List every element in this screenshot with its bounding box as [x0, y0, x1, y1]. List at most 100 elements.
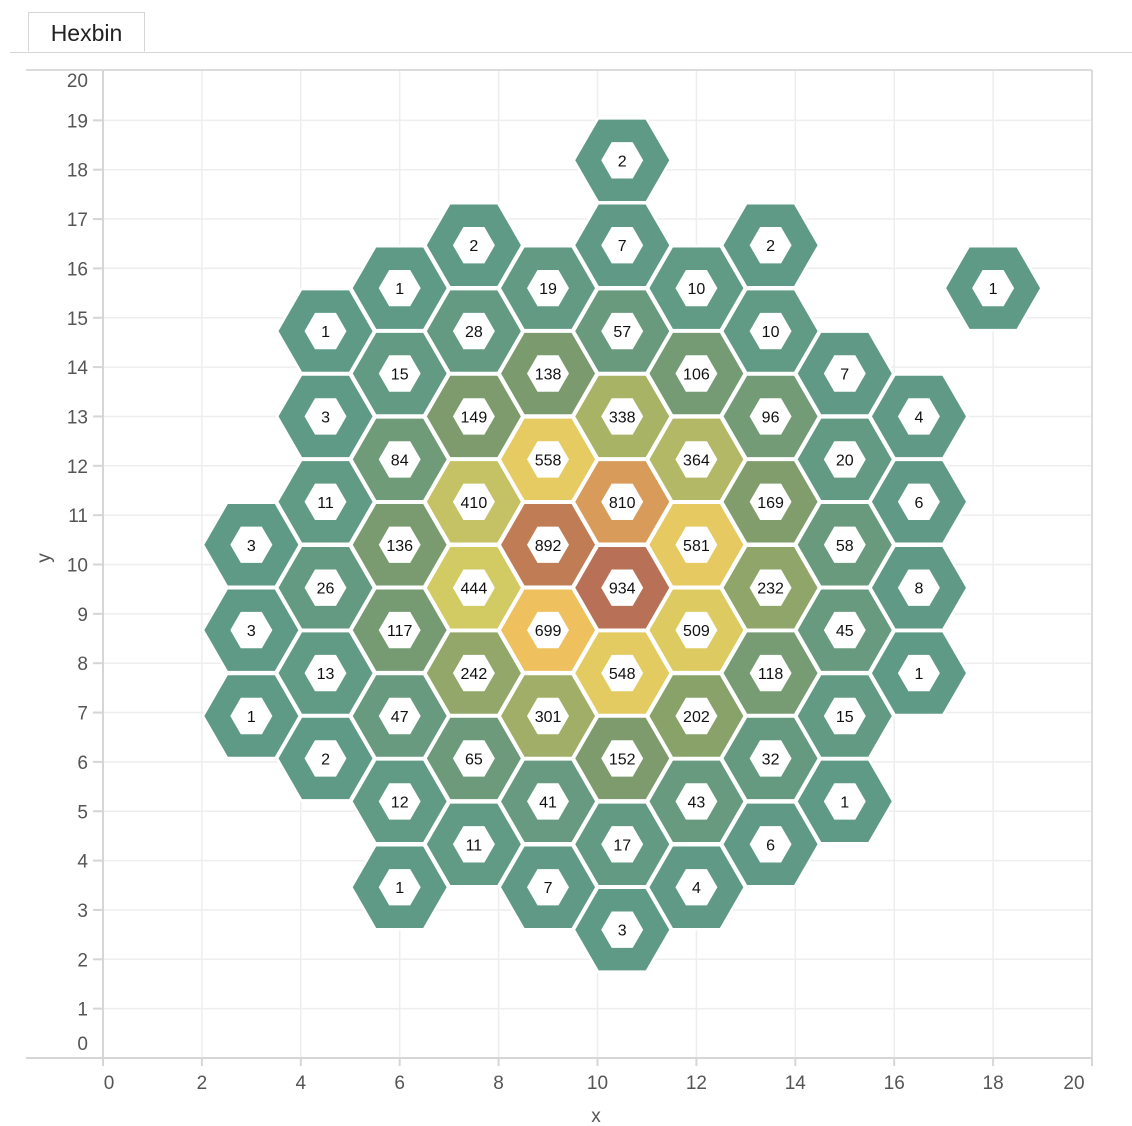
hexbin-count-label: 7	[840, 367, 849, 384]
y-tick-label: 16	[67, 259, 88, 280]
hexbin-inner	[452, 483, 495, 520]
hexbin-inner	[972, 270, 1015, 307]
y-tick-label: 10	[67, 556, 88, 577]
x-tick-label: 4	[296, 1073, 307, 1094]
hexbin: 32	[720, 715, 821, 802]
hexbin: 232	[720, 544, 821, 631]
hexbin: 2	[275, 715, 376, 802]
hexbin-inner	[749, 483, 792, 520]
hexbin-inner	[823, 783, 866, 820]
hexbin-inner	[452, 398, 495, 435]
hexbin-inner	[601, 826, 644, 863]
hexbin-count-label: 3	[247, 623, 256, 640]
hexbin-inner	[304, 483, 347, 520]
hexbin-count-label: 58	[836, 538, 854, 555]
hexbin: 1	[201, 672, 302, 760]
hexbin-count-label: 444	[461, 581, 488, 598]
hexbin: 3	[275, 373, 376, 460]
hexbin-count-label: 7	[618, 238, 627, 255]
x-tick-label: 16	[884, 1073, 905, 1094]
hexbin-inner	[527, 611, 569, 649]
hexbin: 28	[423, 287, 524, 375]
y-tick-label: 9	[77, 605, 88, 626]
y-tick-label: 3	[77, 901, 88, 922]
hexbin-count-label: 15	[836, 709, 854, 726]
hexbin-count-label: 4	[692, 880, 701, 897]
hexbin: 581	[646, 501, 747, 588]
hexbin-inner	[452, 312, 495, 350]
x-axis-label: x	[591, 1106, 601, 1126]
y-tick-label: 7	[77, 704, 88, 725]
hexbin: 3	[201, 501, 302, 588]
hexbin-inner	[823, 697, 866, 735]
hexbin-inner	[601, 740, 644, 777]
hexbin-count-label: 12	[391, 794, 409, 811]
hexbin-inner	[675, 526, 718, 563]
hexbin-count-label: 3	[618, 923, 627, 940]
hexbin-count-label: 57	[613, 324, 631, 341]
hexbin-count-label: 43	[688, 794, 706, 811]
hexbin-inner	[675, 270, 718, 307]
hexbin-count-label: 32	[762, 751, 780, 768]
hexbin-inner	[823, 441, 866, 478]
hexbin-count-label: 2	[618, 153, 627, 170]
hexbin-inner	[304, 398, 347, 435]
hexbin-count-label: 19	[539, 281, 557, 298]
hexbin-count-label: 11	[466, 837, 483, 854]
hexbin-inner	[527, 270, 569, 307]
hexbin-count-label: 699	[535, 623, 562, 640]
hexbin-count-label: 1	[321, 324, 330, 341]
hexbin: 699	[498, 586, 598, 674]
y-tick-label: 12	[67, 457, 88, 478]
hexbin: 47	[349, 672, 450, 760]
y-tick-label: 14	[67, 358, 89, 379]
hexbin: 169	[720, 458, 821, 546]
hexbin: 10	[646, 244, 747, 332]
hexbin-count-label: 1	[989, 281, 998, 298]
hexbin-inner	[675, 869, 718, 906]
hexbin-inner	[897, 569, 940, 606]
hexbin-inner	[304, 740, 347, 777]
hexbin-count-label: 364	[683, 452, 710, 469]
hexbin-inner	[675, 783, 718, 820]
hexbin-count-label: 2	[469, 238, 478, 255]
hexbin-count-label: 13	[317, 666, 335, 683]
hexbin-inner	[452, 826, 495, 863]
hexbin-count-label: 7	[544, 880, 553, 897]
hexbin: 1	[349, 244, 450, 332]
hexbin-inner	[452, 740, 495, 777]
hexbin-count-label: 136	[386, 538, 413, 555]
tab-hexbin[interactable]: Hexbin	[28, 12, 145, 52]
y-tick-label: 0	[77, 1034, 88, 1055]
hexbin: 3	[572, 886, 673, 973]
hexbin-inner	[675, 611, 718, 649]
hexbin-count-label: 117	[387, 623, 413, 640]
hexbin-inner	[230, 697, 273, 735]
hexbin-inner	[601, 227, 644, 264]
hexbin-inner	[527, 783, 569, 820]
hexbin: 117	[349, 586, 450, 674]
hexbin-inner	[749, 826, 792, 863]
hexbin-count-label: 26	[317, 581, 335, 598]
hexbin-count-label: 118	[758, 666, 784, 683]
hexbin-inner	[601, 911, 644, 948]
hexbin-inner	[601, 483, 644, 520]
hexbin: 26	[275, 544, 376, 631]
hexbin: 1	[943, 244, 1043, 332]
hexbin: 149	[423, 373, 524, 460]
hexbin-count-label: 149	[461, 409, 488, 426]
hexbin: 558	[498, 416, 598, 503]
hexbin: 1	[794, 758, 895, 845]
hexbin-inner	[897, 398, 940, 435]
hexbin-count-label: 410	[461, 495, 488, 512]
hexbin-count-label: 6	[766, 837, 775, 854]
hexbin-count-label: 581	[683, 538, 710, 555]
hexbin-count-label: 301	[535, 709, 562, 726]
hexbin-count-label: 10	[688, 281, 706, 298]
hexbin-inner	[749, 227, 792, 264]
hexbin-count-label: 96	[762, 409, 780, 426]
hexbin: 548	[572, 629, 673, 717]
y-tick-label: 17	[67, 210, 88, 231]
hexbin-inner	[527, 697, 569, 735]
hexbin-count-label: 169	[757, 495, 784, 512]
